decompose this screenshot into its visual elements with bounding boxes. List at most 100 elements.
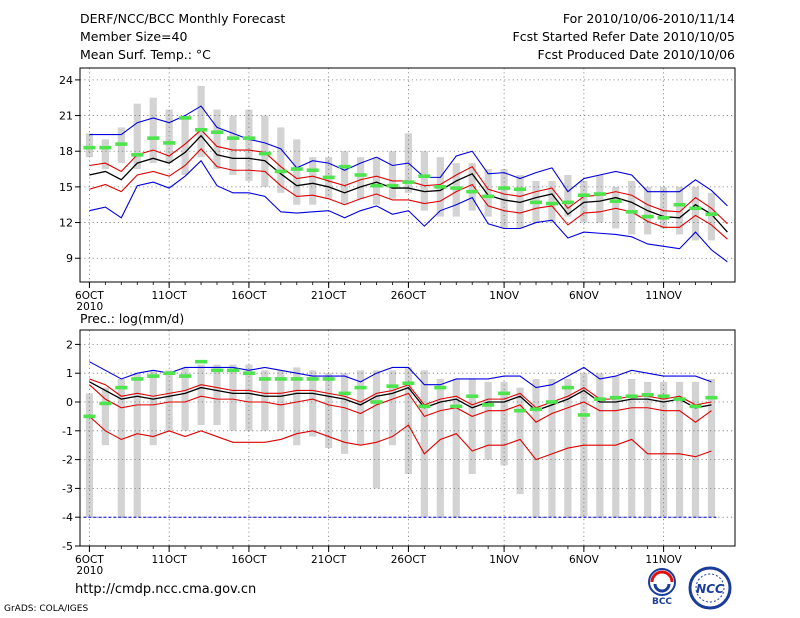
y-tick-label: 24 <box>59 74 73 87</box>
ensemble-box <box>133 103 141 170</box>
plot-frame <box>79 67 736 283</box>
ensemble-box <box>101 387 109 446</box>
green-marker <box>131 377 144 381</box>
ensemble-box <box>293 367 301 446</box>
green-marker <box>705 395 718 400</box>
ensemble-box <box>707 192 716 241</box>
y-tick-label: 12 <box>59 217 73 230</box>
y-tick-label: -2 <box>62 454 73 467</box>
green-marker <box>306 168 319 173</box>
green-marker <box>258 377 271 381</box>
green-marker <box>625 394 638 399</box>
x-tick-label: 11NOV <box>645 554 682 566</box>
green-marker <box>689 206 702 211</box>
green-marker <box>226 136 239 140</box>
green-marker <box>322 175 335 180</box>
ensemble-box <box>197 364 205 426</box>
x-tick-label: 11NOV <box>645 290 682 302</box>
ncc-logo: NCC <box>686 566 734 616</box>
series-outer-low <box>89 415 712 461</box>
green-marker <box>226 368 239 373</box>
x-tick-label: 26OCT <box>391 554 427 566</box>
green-marker <box>179 116 192 120</box>
ensemble-box <box>213 364 221 426</box>
green-marker <box>482 403 495 407</box>
y-tick-label: 21 <box>59 110 73 123</box>
green-marker <box>338 391 351 396</box>
green-marker <box>514 187 527 192</box>
ensemble-box <box>691 186 700 241</box>
variable-label: Mean Surf. Temp.: °C <box>80 47 211 62</box>
green-marker <box>498 391 511 396</box>
green-marker <box>609 199 622 203</box>
green-marker <box>354 173 367 177</box>
ensemble-box <box>484 169 492 217</box>
green-marker <box>418 174 431 178</box>
series-inner-high <box>89 378 712 409</box>
green-marker <box>418 404 431 409</box>
source-url[interactable]: http://cmdp.ncc.cma.gov.cn <box>75 582 257 597</box>
x-tick-label: 26OCT <box>391 290 427 302</box>
ensemble-box <box>644 381 652 518</box>
x-tick-label: 6NOV <box>569 554 600 566</box>
ensemble-box <box>149 97 157 164</box>
green-marker <box>609 395 622 400</box>
green-marker <box>641 214 654 219</box>
series-outer-high <box>89 361 712 389</box>
ensemble-box <box>675 186 684 235</box>
chart-panel-2: Prec.: log(mm/d)-5-4-3-2-10126OCT201011O… <box>62 311 736 577</box>
green-marker <box>625 210 638 214</box>
ensemble-box <box>309 370 317 437</box>
green-marker <box>147 374 160 378</box>
green-marker <box>673 397 686 401</box>
green-marker <box>386 183 399 188</box>
ensemble-box <box>468 163 476 211</box>
green-marker <box>274 169 287 174</box>
ensemble-box <box>436 378 444 518</box>
series-outer-high <box>89 105 728 207</box>
series-mean <box>89 381 712 412</box>
green-marker <box>689 404 702 409</box>
x-tick-label: 11OCT <box>151 554 187 566</box>
ensemble-box <box>85 393 94 518</box>
green-marker <box>274 377 287 381</box>
ensemble-box <box>484 381 492 460</box>
ensemble-box <box>420 370 428 518</box>
x-tick-label: 21OCT <box>311 290 347 302</box>
y-tick-label: 15 <box>59 181 73 194</box>
green-marker <box>195 359 208 364</box>
ensemble-box <box>229 364 237 431</box>
grads-credit: GrADS: COLA/IGES <box>4 604 89 614</box>
series-inner-low <box>89 148 728 240</box>
y-tick-label: 1 <box>66 367 73 380</box>
y-tick-label: -5 <box>62 540 73 553</box>
green-marker <box>545 201 558 206</box>
green-marker <box>466 394 479 399</box>
x-tick-label: 1NOV <box>489 554 520 566</box>
green-marker <box>514 408 527 413</box>
y-tick-label: 2 <box>66 338 73 351</box>
y-tick-label: -1 <box>62 425 73 438</box>
ensemble-box <box>420 151 428 211</box>
green-marker <box>290 167 303 171</box>
ensemble-box <box>181 367 189 431</box>
green-marker <box>195 128 208 132</box>
green-marker <box>179 374 192 378</box>
x-tick-label: 16OCT <box>231 554 267 566</box>
green-marker <box>641 393 654 397</box>
ensemble-box <box>309 157 317 205</box>
ensemble-box <box>372 370 381 489</box>
fcst-produced-date: Fcst Produced Date 2010/10/06 <box>537 47 735 62</box>
green-marker <box>577 413 590 417</box>
ensemble-box <box>532 378 540 518</box>
y-tick-label: 0 <box>66 396 73 409</box>
x-tick-label: 6OCT <box>75 290 104 302</box>
ensemble-box <box>85 133 94 158</box>
ensemble-box <box>213 109 221 170</box>
green-marker <box>593 192 606 196</box>
ensemble-box <box>516 387 524 495</box>
ensemble-box <box>388 151 397 199</box>
ensemble-box <box>229 115 237 175</box>
ensemble-box <box>404 367 413 474</box>
